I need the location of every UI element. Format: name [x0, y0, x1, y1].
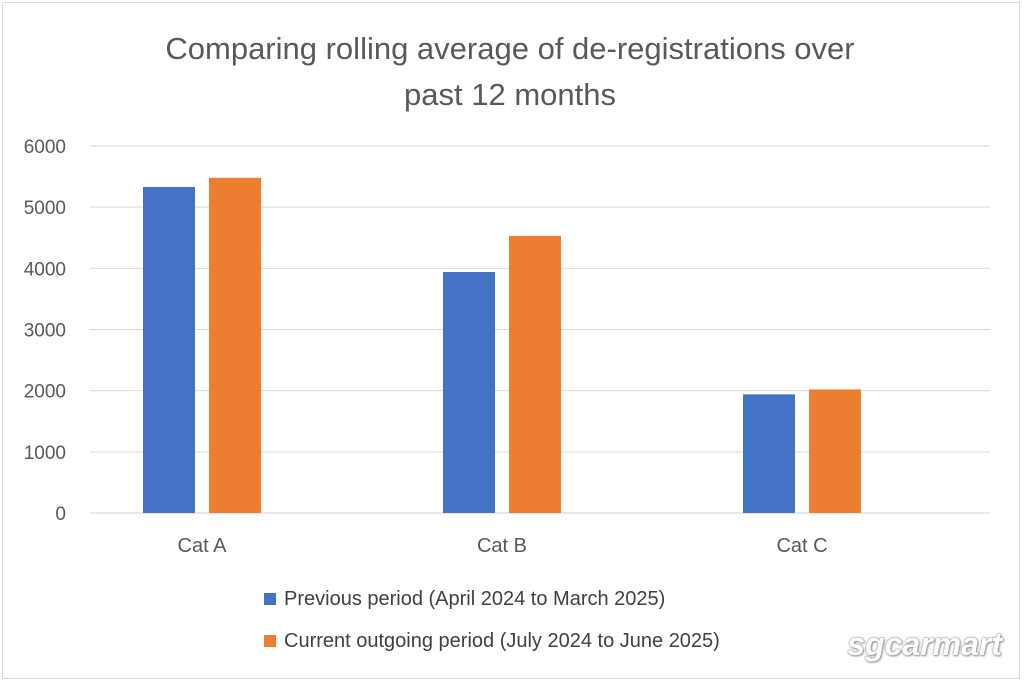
legend-item-current: Current outgoing period (July 2024 to Ju… [264, 626, 720, 656]
bar-cat-c-series-2 [809, 389, 861, 513]
x-tick-label-cat-b: Cat B [477, 535, 527, 557]
watermark-logo: sgcarmart [847, 626, 1002, 662]
legend-label-previous: Previous period (April 2024 to March 202… [284, 587, 666, 610]
bar-cat-b-series-1 [443, 272, 495, 513]
legend-swatch-previous [264, 593, 276, 605]
bar-cat-b-series-2 [509, 235, 561, 514]
chart-title-line-1: Comparing rolling average of de-registra… [165, 31, 855, 66]
chart-legend: Previous period (April 2024 to March 202… [264, 584, 720, 668]
chart-title: Comparing rolling average of de-registra… [0, 26, 1020, 118]
bar-cat-a-series-1 [143, 186, 195, 513]
y-tick-label-0: 0 [55, 504, 66, 525]
legend-item-previous: Previous period (April 2024 to March 202… [264, 584, 720, 614]
y-tick-label-3000: 3000 [24, 321, 66, 342]
y-tick-label-5000: 5000 [24, 198, 66, 219]
bar-cat-c-series-1 [743, 394, 795, 513]
y-tick-label-6000: 6000 [24, 137, 66, 158]
y-tick-label-2000: 2000 [24, 382, 66, 403]
y-tick-label-4000: 4000 [24, 259, 66, 280]
y-tick-label-1000: 1000 [24, 443, 66, 464]
legend-label-current: Current outgoing period (July 2024 to Ju… [284, 629, 720, 652]
bar-cat-a-series-2 [209, 177, 261, 513]
chart-title-line-2: past 12 months [404, 77, 616, 112]
x-tick-label-cat-c: Cat C [776, 535, 827, 557]
legend-swatch-current [264, 635, 276, 647]
x-tick-label-cat-a: Cat A [178, 535, 228, 557]
